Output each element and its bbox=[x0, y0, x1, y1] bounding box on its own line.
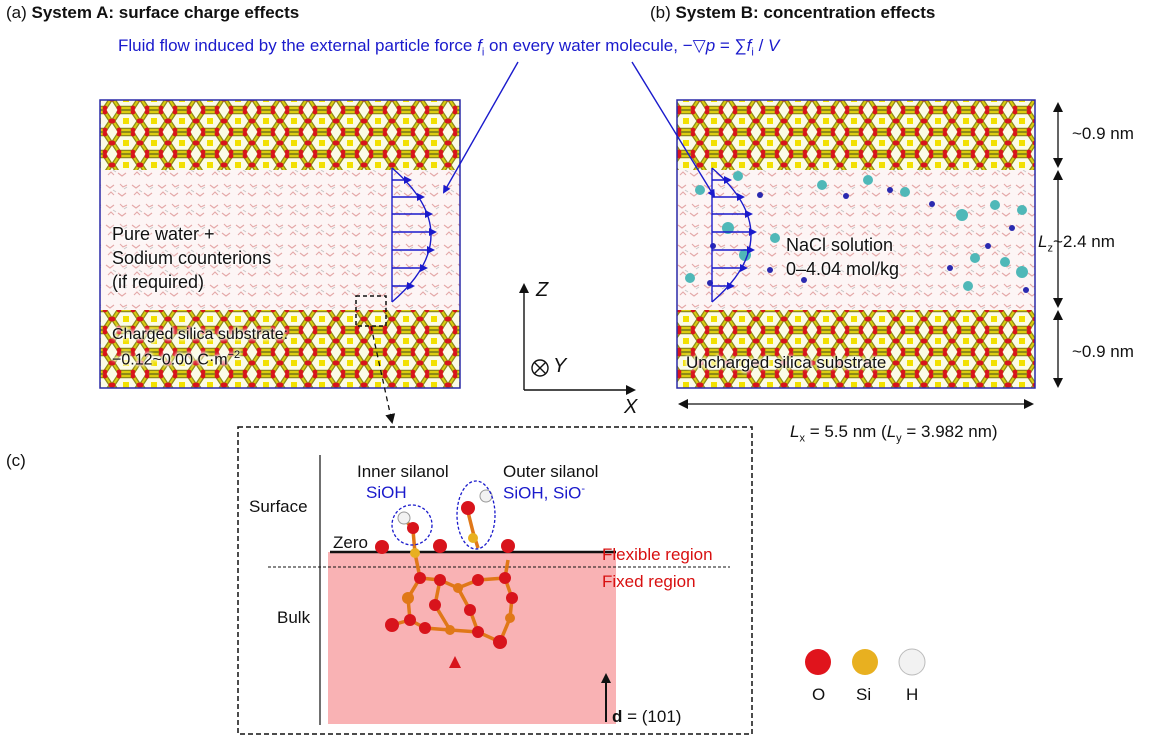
ly-symbol: L bbox=[886, 422, 897, 441]
panel-a-tag: (a) bbox=[6, 3, 27, 22]
flow-label-part4: / bbox=[753, 36, 769, 55]
direction-value: = (101) bbox=[622, 707, 682, 726]
flow-label-p: p bbox=[705, 36, 716, 55]
flow-label-f-sub: i bbox=[481, 46, 485, 59]
flow-label-v: V bbox=[768, 36, 780, 55]
flow-label-part3: = ∑ bbox=[715, 36, 747, 55]
substrate-a-charge: −0.12~0.00 C·m bbox=[112, 351, 228, 369]
flow-pointers bbox=[443, 61, 716, 198]
dim-mid-label: Lz~2.4 nm bbox=[1038, 233, 1115, 254]
outer-silanol-title: Outer silanol bbox=[503, 462, 599, 481]
dimension-arrows bbox=[678, 102, 1063, 409]
dim-top-label: ~0.9 nm bbox=[1072, 124, 1134, 143]
flexible-region-label: Flexible region bbox=[602, 545, 713, 564]
panel-b-tag: (b) bbox=[650, 3, 671, 22]
axis-y-label: Y bbox=[553, 355, 567, 377]
outer-silanol-marker bbox=[456, 480, 496, 550]
surface-label: Surface bbox=[249, 497, 308, 516]
flow-label-f: f bbox=[477, 36, 482, 55]
panel-b-title: System B: concentration effects bbox=[675, 3, 936, 22]
panel-b-heading: (b) System B: concentration effects bbox=[650, 4, 935, 21]
flow-label-part1: Fluid flow induced by the external parti… bbox=[118, 36, 478, 55]
direction-symbol: d bbox=[612, 707, 623, 726]
zero-label: Zero bbox=[333, 533, 368, 552]
lx-sub: x bbox=[799, 432, 805, 445]
bulk-region bbox=[328, 552, 616, 724]
ly-value: = 3.982 nm) bbox=[901, 422, 998, 441]
panel-a-box bbox=[99, 99, 461, 389]
solution-label-b: NaCl solution 0–4.04 mol/kg bbox=[786, 233, 899, 281]
inner-silanol-species: SiOH bbox=[366, 483, 407, 502]
legend-silicon-icon bbox=[852, 649, 878, 675]
substrate-a-line1: Charged silica substrate: bbox=[112, 326, 289, 343]
flow-label-f2-sub: i bbox=[751, 46, 754, 59]
dim-bottom-label: ~0.9 nm bbox=[1072, 342, 1134, 361]
liquid-label-a: Pure water + Sodium counterions (if requ… bbox=[112, 222, 271, 294]
flow-profile-a bbox=[391, 167, 437, 303]
legend-silicon-label: Si bbox=[856, 685, 872, 704]
panel-a-heading: (a) System A: surface charge effects bbox=[6, 4, 299, 21]
axis-triad bbox=[519, 283, 636, 395]
flow-label: Fluid flow induced by the external parti… bbox=[118, 37, 779, 58]
legend-oxygen-icon bbox=[805, 649, 831, 675]
solution-line2: 0–4.04 mol/kg bbox=[786, 259, 900, 279]
flow-label-part2: on every water molecule, − bbox=[484, 36, 693, 55]
axis-z-label: Z bbox=[536, 279, 549, 301]
inner-silanol-title: Inner silanol bbox=[357, 462, 449, 481]
outer-species-sup: - bbox=[581, 483, 586, 495]
substrate-label-a: Charged silica substrate: −0.12~0.00 C·m… bbox=[112, 324, 288, 370]
solution-line1: NaCl solution bbox=[786, 235, 894, 255]
flow-label-nabla: ▽ bbox=[692, 36, 706, 55]
substrate-a-charge-sup: −2 bbox=[227, 349, 241, 361]
panel-c-frame bbox=[237, 426, 753, 735]
outer-silanol-species: SiOH, SiO- bbox=[503, 484, 585, 502]
atom-legend bbox=[805, 648, 926, 676]
legend-hydrogen-icon bbox=[898, 648, 926, 676]
fixed-region-label: Fixed region bbox=[602, 572, 696, 591]
legend-oxygen-label: O bbox=[812, 685, 826, 704]
legend-hydrogen-label: H bbox=[906, 685, 919, 704]
lx-symbol: L bbox=[790, 422, 800, 441]
panel-a-title: System A: surface charge effects bbox=[31, 3, 300, 22]
lz-sub: z bbox=[1047, 242, 1053, 255]
ly-sub: y bbox=[896, 432, 902, 445]
liquid-line-1: Pure water + bbox=[112, 224, 215, 244]
inner-silanol-marker bbox=[391, 504, 433, 546]
flow-profile-b bbox=[711, 167, 757, 303]
direction-label: d = (101) bbox=[612, 708, 681, 725]
box-size-label: Lx = 5.5 nm (Ly = 3.982 nm) bbox=[790, 423, 998, 444]
panel-c-tag: (c) bbox=[6, 451, 26, 470]
flow-label-f2: f bbox=[746, 36, 752, 55]
substrate-label-b: Uncharged silica substrate bbox=[686, 353, 887, 372]
bulk-label: Bulk bbox=[277, 608, 311, 627]
axis-x-label: X bbox=[624, 396, 638, 418]
lx-value: = 5.5 nm ( bbox=[804, 422, 887, 441]
liquid-line-3: (if required) bbox=[112, 272, 205, 292]
panel-b-box bbox=[676, 99, 1036, 389]
lz-symbol: L bbox=[1038, 232, 1048, 251]
outer-species-main: SiOH, SiO bbox=[503, 483, 582, 503]
dim-mid-value: ~2.4 nm bbox=[1052, 232, 1115, 251]
zoom-box bbox=[355, 295, 387, 327]
zoom-pointer bbox=[370, 325, 396, 424]
liquid-line-2: Sodium counterions bbox=[112, 248, 272, 268]
silanol-molecule bbox=[375, 489, 518, 668]
